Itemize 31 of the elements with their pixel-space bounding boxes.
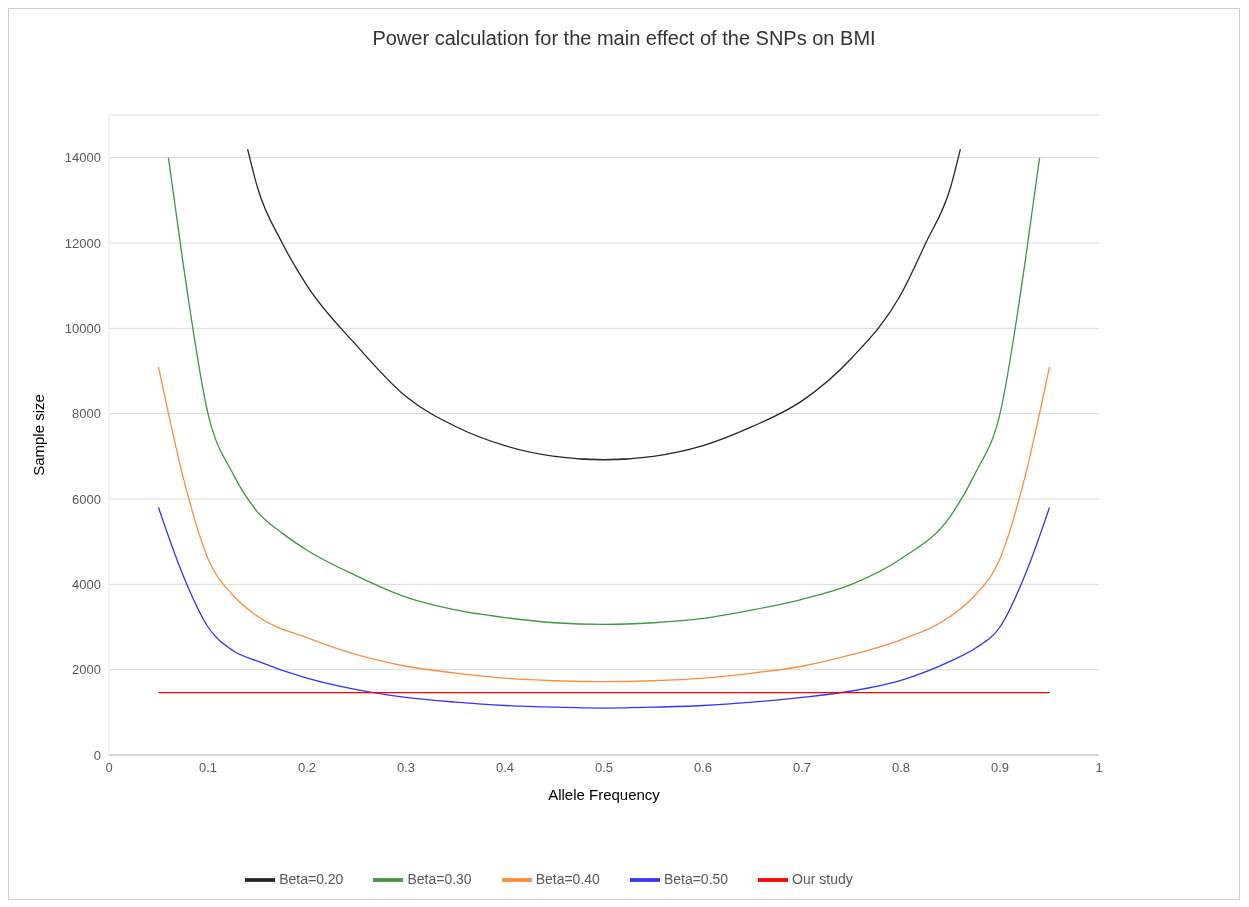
x-tick-label: 0.6 — [693, 760, 713, 776]
x-tick-label: 0.7 — [792, 760, 812, 776]
y-tick-label: 14000 — [64, 150, 101, 166]
y-tick-label: 10000 — [64, 320, 101, 336]
y-axis-title: Sample size — [30, 394, 48, 476]
legend-label: Beta=0.20 — [279, 870, 344, 887]
x-tick-label: 0.1 — [198, 760, 218, 776]
chart-title: Power calculation for the main effect of the SNPs on BMI — [371, 26, 877, 51]
x-tick-label: 0.4 — [495, 760, 515, 776]
legend-label: Beta=0.40 — [535, 870, 600, 887]
x-tick-label: 0.2 — [297, 760, 317, 776]
y-tick-label: 6000 — [72, 491, 101, 507]
legend-label: Beta=0.50 — [663, 870, 729, 887]
line-series — [167, 157, 1041, 626]
x-tick-label: 1 — [1095, 760, 1103, 776]
line-series — [246, 148, 962, 461]
line-series — [157, 366, 1051, 683]
x-tick-label: 0 — [105, 760, 113, 776]
legend-label: Our study — [792, 870, 853, 887]
x-axis-title: Allele Frequency — [548, 786, 661, 803]
x-tick-label: 0.5 — [594, 760, 614, 776]
y-tick-label: 12000 — [64, 235, 101, 251]
y-tick-label: 4000 — [72, 576, 101, 592]
x-tick-label: 0.9 — [990, 760, 1010, 776]
legend-label: Beta=0.30 — [407, 870, 472, 887]
y-tick-label: 2000 — [72, 662, 101, 678]
y-tick-label: 8000 — [72, 406, 101, 422]
y-tick-label: 0 — [93, 747, 101, 763]
line-series — [157, 506, 1051, 709]
x-tick-label: 0.8 — [891, 760, 911, 776]
x-tick-label: 0.3 — [396, 760, 416, 776]
